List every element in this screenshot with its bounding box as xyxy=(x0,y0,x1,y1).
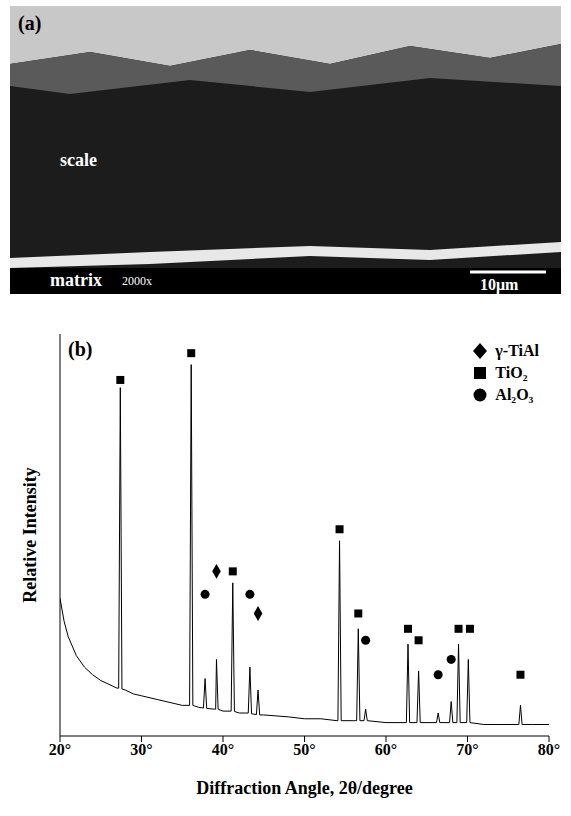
svg-text:50°: 50° xyxy=(293,741,315,758)
svg-text:scale: scale xyxy=(60,150,97,170)
svg-text:20°: 20° xyxy=(49,741,71,758)
svg-text:2000x: 2000x xyxy=(122,274,152,288)
svg-text:(a): (a) xyxy=(18,12,41,35)
html-text:TiO₂: TiO₂ xyxy=(495,364,528,381)
html-text:Al₂O₃: Al₂O₃ xyxy=(495,386,534,403)
html-text:γ-TiAl: γ-TiAl xyxy=(495,342,539,359)
svg-text:80°: 80° xyxy=(538,741,560,758)
svg-text:10μm: 10μm xyxy=(480,276,519,294)
svg-text:30°: 30° xyxy=(130,741,152,758)
html-text:(b): (b) xyxy=(68,338,93,360)
svg-text:70°: 70° xyxy=(456,741,478,758)
svg-text:60°: 60° xyxy=(375,741,397,758)
svg-text:matrix: matrix xyxy=(50,270,102,290)
svg-text:Relative Intensity: Relative Intensity xyxy=(20,467,40,602)
svg-text:40°: 40° xyxy=(212,741,234,758)
svg-text:Diffraction Angle, 2θ/degree: Diffraction Angle, 2θ/degree xyxy=(196,778,413,798)
